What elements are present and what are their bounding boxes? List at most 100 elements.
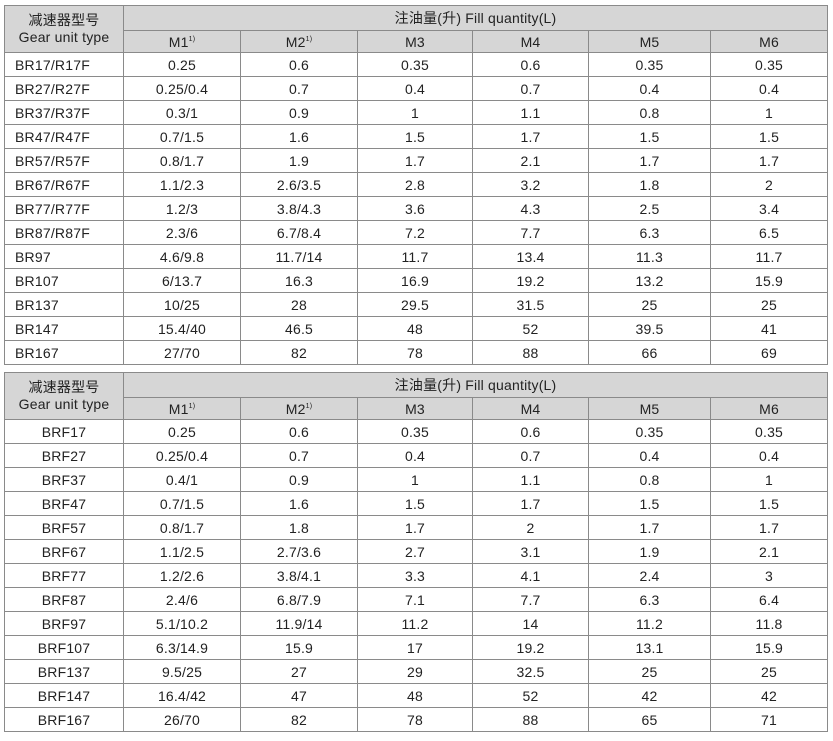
column-label: M1 [168, 33, 189, 50]
fill-quantity-cell: 0.25/0.4 [123, 443, 241, 468]
table-row: BR77/R77F 1.2/3 3.8/4.3 3.6 4.3 2.5 3.4 [4, 196, 829, 221]
fill-quantity-cell: 2.6/3.5 [240, 172, 358, 197]
fill-quantity-cell: 0.7/1.5 [123, 491, 241, 516]
fill-quantity-cell: 6.5 [709, 220, 829, 245]
fill-quantity-cell: 1.1/2.5 [123, 539, 241, 564]
fill-quantity-cell: 7.7 [472, 587, 589, 612]
fill-quantity-cell: 52 [472, 683, 589, 708]
table-row: BRF47 0.7/1.5 1.6 1.5 1.7 1.5 1.5 [4, 491, 829, 516]
gear-unit-type-cell: BRF57 [4, 515, 124, 540]
fill-quantity-cell: 1.7 [709, 148, 829, 173]
fill-quantity-cell: 1.8 [240, 515, 358, 540]
column-header-m6: M6 [709, 397, 829, 420]
fill-quantity-cell: 27/70 [123, 340, 241, 365]
gear-unit-type-cell: BR147 [4, 316, 124, 341]
fill-quantity-cell: 7.7 [472, 220, 589, 245]
fill-quantity-cell: 0.8/1.7 [123, 148, 241, 173]
fill-quantity-cell: 6.3/14.9 [123, 635, 241, 660]
table-row: BRF147 16.4/42 47 48 52 42 42 [4, 683, 829, 708]
fill-quantity-cell: 1.5 [357, 491, 473, 516]
fill-quantity-cell: 3.2 [472, 172, 589, 197]
fill-quantity-cell: 0.35 [357, 419, 473, 444]
fill-quantity-cell: 0.8 [588, 467, 711, 492]
fill-quantity-cell: 1.7 [357, 515, 473, 540]
table-row: BR167 27/70 82 78 88 66 69 [4, 340, 829, 365]
fill-quantity-cell: 14 [472, 611, 589, 636]
column-label: M4 [520, 33, 541, 50]
gear-unit-type-cell: BR87/R87F [4, 220, 124, 245]
column-header-m6: M6 [709, 30, 829, 53]
table-row: BR67/R67F 1.1/2.3 2.6/3.5 2.8 3.2 1.8 2 [4, 172, 829, 197]
column-label: M2 [285, 400, 306, 417]
fill-quantity-cell: 48 [357, 683, 473, 708]
fill-quantity-cell: 0.25 [123, 52, 241, 77]
fill-quantity-cell: 1.5 [588, 124, 711, 149]
fill-quantity-cell: 1.2/2.6 [123, 563, 241, 588]
header-row: 减速器型号 Gear unit type 注油量(升) Fill quantit… [4, 5, 829, 53]
gear-unit-type-cell: BR67/R67F [4, 172, 124, 197]
fill-quantity-cell: 1.9 [240, 148, 358, 173]
fill-quantity-header: 注油量(升) Fill quantity(L) [122, 5, 829, 31]
fill-quantity-cell: 88 [472, 340, 589, 365]
fill-quantity-cell: 11.8 [709, 611, 829, 636]
fill-quantity-cell: 16.3 [240, 268, 358, 293]
fill-quantity-cell: 0.8/1.7 [123, 515, 241, 540]
fill-quantity-cell: 6.8/7.9 [240, 587, 358, 612]
fill-quantity-cell: 78 [357, 340, 473, 365]
fill-quantity-cell: 0.35 [709, 419, 829, 444]
fill-quantity-cell: 25 [588, 659, 711, 684]
fill-quantity-cell: 29 [357, 659, 473, 684]
fill-quantity-cell: 11.7 [357, 244, 473, 269]
fill-quantity-cell: 2.7 [357, 539, 473, 564]
fill-quantity-cell: 1.5 [357, 124, 473, 149]
fill-quantity-cell: 3.1 [472, 539, 589, 564]
fill-quantity-cell: 3.3 [357, 563, 473, 588]
fill-quantity-cell: 15.4/40 [123, 316, 241, 341]
fill-quantity-cell: 66 [588, 340, 711, 365]
column-label: M5 [639, 400, 660, 417]
column-header-m1: M11) [123, 397, 241, 420]
fill-quantity-cell: 1.1/2.3 [123, 172, 241, 197]
footnote-marker: 1) [188, 35, 196, 43]
fill-quantity-cell: 82 [240, 340, 358, 365]
footnote-marker: 1) [188, 402, 196, 410]
fill-quantity-cell: 0.6 [472, 52, 589, 77]
fill-quantity-cell: 71 [709, 707, 829, 732]
fill-quantity-cell: 4.3 [472, 196, 589, 221]
fill-quantity-cell: 0.3/1 [123, 100, 241, 125]
fill-quantity-cell: 6.4 [709, 587, 829, 612]
type-header-cn: 减速器型号 [28, 379, 100, 395]
fill-quantity-cell: 15.9 [240, 635, 358, 660]
table-row: BRF67 1.1/2.5 2.7/3.6 2.7 3.1 1.9 2.1 [4, 539, 829, 564]
gear-unit-type-cell: BR77/R77F [4, 196, 124, 221]
gear-unit-type-cell: BR107 [4, 268, 124, 293]
mounting-position-header-row: M11) M21) M3 M4 M5 M6 [5, 30, 829, 53]
fill-quantity-cell: 27 [240, 659, 358, 684]
column-label: M3 [405, 33, 425, 50]
fill-quantity-cell: 0.4 [709, 443, 829, 468]
fill-quantity-cell: 4.1 [472, 563, 589, 588]
fill-quantity-cell: 0.7 [472, 76, 589, 101]
fill-quantity-cell: 17 [357, 635, 473, 660]
fill-quantity-cell: 7.2 [357, 220, 473, 245]
fill-quantity-cell: 4.6/9.8 [123, 244, 241, 269]
fill-quantity-cell: 1 [357, 467, 473, 492]
fill-quantity-cell: 13.4 [472, 244, 589, 269]
column-label: M4 [520, 400, 541, 417]
column-header-m5: M5 [588, 30, 711, 53]
fill-quantity-cell: 0.7 [472, 443, 589, 468]
gear-unit-type-cell: BRF27 [4, 443, 124, 468]
gear-unit-type-cell: BRF107 [4, 635, 124, 660]
column-header-m1: M11) [123, 30, 241, 53]
fill-quantity-cell: 1.5 [588, 491, 711, 516]
table-row: BRF17 0.25 0.6 0.35 0.6 0.35 0.35 [4, 419, 829, 444]
gear-unit-type-cell: BR137 [4, 292, 124, 317]
table-row: BR17/R17F 0.25 0.6 0.35 0.6 0.35 0.35 [4, 52, 829, 77]
fill-quantity-cell: 0.7/1.5 [123, 124, 241, 149]
fill-quantity-cell: 3.4 [709, 196, 829, 221]
column-label: M6 [759, 33, 779, 50]
fill-quantity-cell: 2.1 [709, 539, 829, 564]
fill-quantity-cell: 82 [240, 707, 358, 732]
gear-unit-type-cell: BR47/R47F [4, 124, 124, 149]
table-row: BRF97 5.1/10.2 11.9/14 11.2 14 11.2 11.8 [4, 611, 829, 636]
